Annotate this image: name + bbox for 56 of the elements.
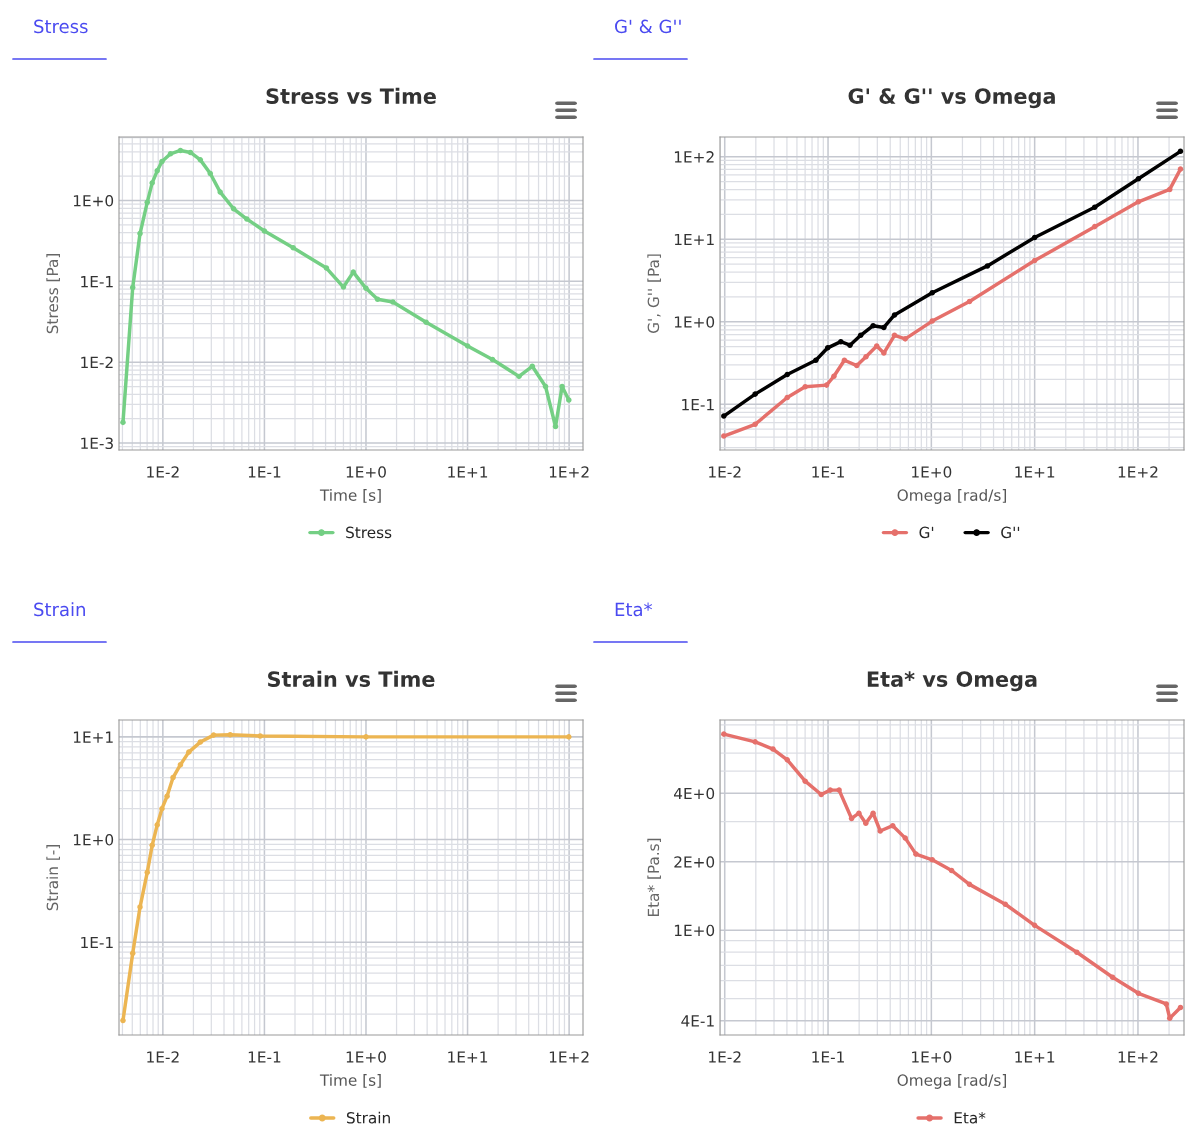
x-tick-label: 1E+1: [1015, 466, 1055, 478]
y-axis-title: Stress [Pa]: [46, 254, 60, 334]
legend-label: Eta*: [954, 1112, 986, 1124]
x-axis-title: Omega [rad/s]: [897, 489, 1006, 504]
y-tick-label: 1E-3: [81, 437, 113, 450]
text: Stress: [34, 19, 88, 34]
y-tick-label: 4E+0: [673, 787, 715, 800]
y-tick-label: 1E-1: [81, 276, 113, 288]
x-tick-label: 1E+0: [912, 466, 952, 478]
x-tick-label: 1E+2: [1118, 466, 1158, 478]
x-tick-label: 1E+2: [549, 466, 589, 478]
y-tick-label: 1E+0: [73, 194, 114, 207]
y-tick-label: 1E-2: [81, 356, 113, 368]
y-tick-label: 1E-1: [682, 399, 714, 411]
y-tick-label: 1E+1: [73, 731, 113, 743]
x-axis-title: Omega [rad/s]: [897, 1074, 1006, 1089]
x-tick-label: 1E+0: [912, 1051, 952, 1063]
legend-label: G': [919, 526, 934, 539]
text: G' & G'': [615, 19, 681, 34]
y-tick-label: 2E+0: [674, 856, 715, 868]
x-tick-label: 1E-2: [709, 466, 741, 478]
y-axis-title: Strain [-]: [46, 845, 60, 911]
x-tick-label: 1E-2: [147, 1051, 179, 1063]
x-tick-label: 1E+2: [1118, 1051, 1158, 1063]
x-tick-label: 1E-1: [248, 466, 281, 478]
y-tick-label: 4E-1: [681, 1015, 714, 1027]
chart-title: Eta* vs Omega: [867, 671, 1037, 692]
x-tick-label: 1E+1: [448, 466, 488, 478]
y-tick-label: 1E+0: [73, 834, 114, 846]
y-axis-title: Eta* [Pa.s]: [647, 838, 661, 917]
x-tick-label: 1E+0: [346, 466, 386, 478]
x-tick-label: 1E-2: [147, 466, 179, 478]
x-tick-label: 1E-1: [248, 1051, 281, 1063]
chart-title: Stress vs Time: [266, 87, 436, 104]
y-tick-label: 1E-1: [81, 936, 113, 949]
chart-title: Strain vs Time: [268, 670, 435, 687]
x-tick-label: 1E+1: [448, 1051, 488, 1063]
x-axis-title: Time [s]: [319, 1074, 381, 1088]
chart-title: G' & G'' vs Omega: [848, 88, 1055, 109]
text: Eta*: [615, 602, 653, 617]
x-tick-label: 1E-2: [709, 1051, 741, 1063]
x-tick-label: 1E-1: [812, 1051, 844, 1063]
legend-label: Strain: [346, 1111, 390, 1124]
y-tick-label: 1E+0: [674, 316, 715, 328]
x-tick-label: 1E+2: [549, 1051, 589, 1063]
y-tick-label: 1E+2: [674, 151, 714, 163]
x-axis-title: Time [s]: [319, 489, 381, 503]
legend-label: Stress: [346, 526, 392, 539]
text: Strain: [34, 602, 85, 617]
y-tick-label: 1E+1: [674, 233, 714, 246]
x-tick-label: 1E+0: [346, 1051, 386, 1063]
x-tick-label: 1E-1: [812, 466, 844, 478]
legend-label: G'': [1001, 526, 1020, 539]
x-tick-label: 1E+1: [1015, 1051, 1055, 1063]
y-tick-label: 1E+0: [674, 924, 715, 937]
y-axis-title: G', G'' [Pa]: [647, 254, 661, 333]
